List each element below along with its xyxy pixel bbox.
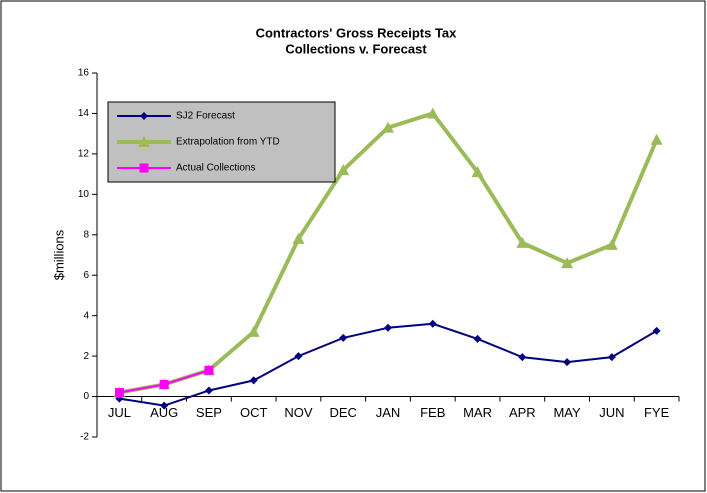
marker <box>605 238 618 250</box>
marker <box>294 352 303 361</box>
y-tick-label: 12 <box>78 149 90 160</box>
marker <box>607 353 616 362</box>
marker <box>247 325 260 337</box>
marker <box>204 365 214 375</box>
marker <box>292 232 305 244</box>
x-tick-label: OCT <box>240 405 268 420</box>
x-tick-label: MAR <box>463 405 492 420</box>
marker <box>114 388 124 398</box>
x-tick-label: DEC <box>330 405 357 420</box>
x-tick-label: JUN <box>599 405 624 420</box>
marker <box>652 326 661 335</box>
marker <box>516 236 529 248</box>
marker <box>428 319 437 328</box>
marker <box>204 386 213 395</box>
x-tick-label: NOV <box>284 405 313 420</box>
y-tick-label: 2 <box>83 351 89 362</box>
marker <box>159 379 169 389</box>
y-tick-label: 16 <box>78 68 90 79</box>
marker <box>140 112 148 120</box>
x-tick-label: JAN <box>376 405 401 420</box>
legend-label: Actual Collections <box>176 163 255 174</box>
y-tick-label: 4 <box>83 310 89 321</box>
chart-title: Contractors' Gross Receipts Tax <box>256 25 458 40</box>
marker <box>384 323 392 332</box>
marker <box>471 166 484 178</box>
x-tick-label: SEP <box>196 405 222 420</box>
x-tick-label: FYE <box>644 405 670 420</box>
y-tick-label: 0 <box>83 391 89 402</box>
marker <box>160 401 169 410</box>
y-tick-label: -2 <box>80 432 89 443</box>
x-tick-label: AUG <box>150 405 178 420</box>
legend-label: Extrapolation from YTD <box>176 137 280 148</box>
marker <box>337 164 350 176</box>
marker <box>563 358 572 367</box>
legend-label: SJ2 Forecast <box>176 111 235 122</box>
x-tick-label: JUL <box>108 405 131 420</box>
marker <box>339 333 348 342</box>
y-tick-label: 14 <box>78 108 90 119</box>
marker <box>426 107 439 119</box>
marker <box>139 163 149 173</box>
marker <box>249 376 258 385</box>
marker <box>138 136 150 147</box>
x-tick-label: APR <box>509 405 536 420</box>
marker <box>382 121 394 133</box>
y-tick-label: 10 <box>78 189 90 200</box>
y-tick-label: 8 <box>83 229 89 240</box>
chart-title: Collections v. Forecast <box>285 41 427 56</box>
x-tick-label: MAY <box>553 405 581 420</box>
y-tick-label: 6 <box>83 270 89 281</box>
x-tick-label: FEB <box>420 405 445 420</box>
marker <box>473 334 482 343</box>
marker <box>518 353 527 362</box>
marker <box>650 133 663 145</box>
marker <box>561 257 574 269</box>
y-axis-label: $millions <box>51 229 66 280</box>
